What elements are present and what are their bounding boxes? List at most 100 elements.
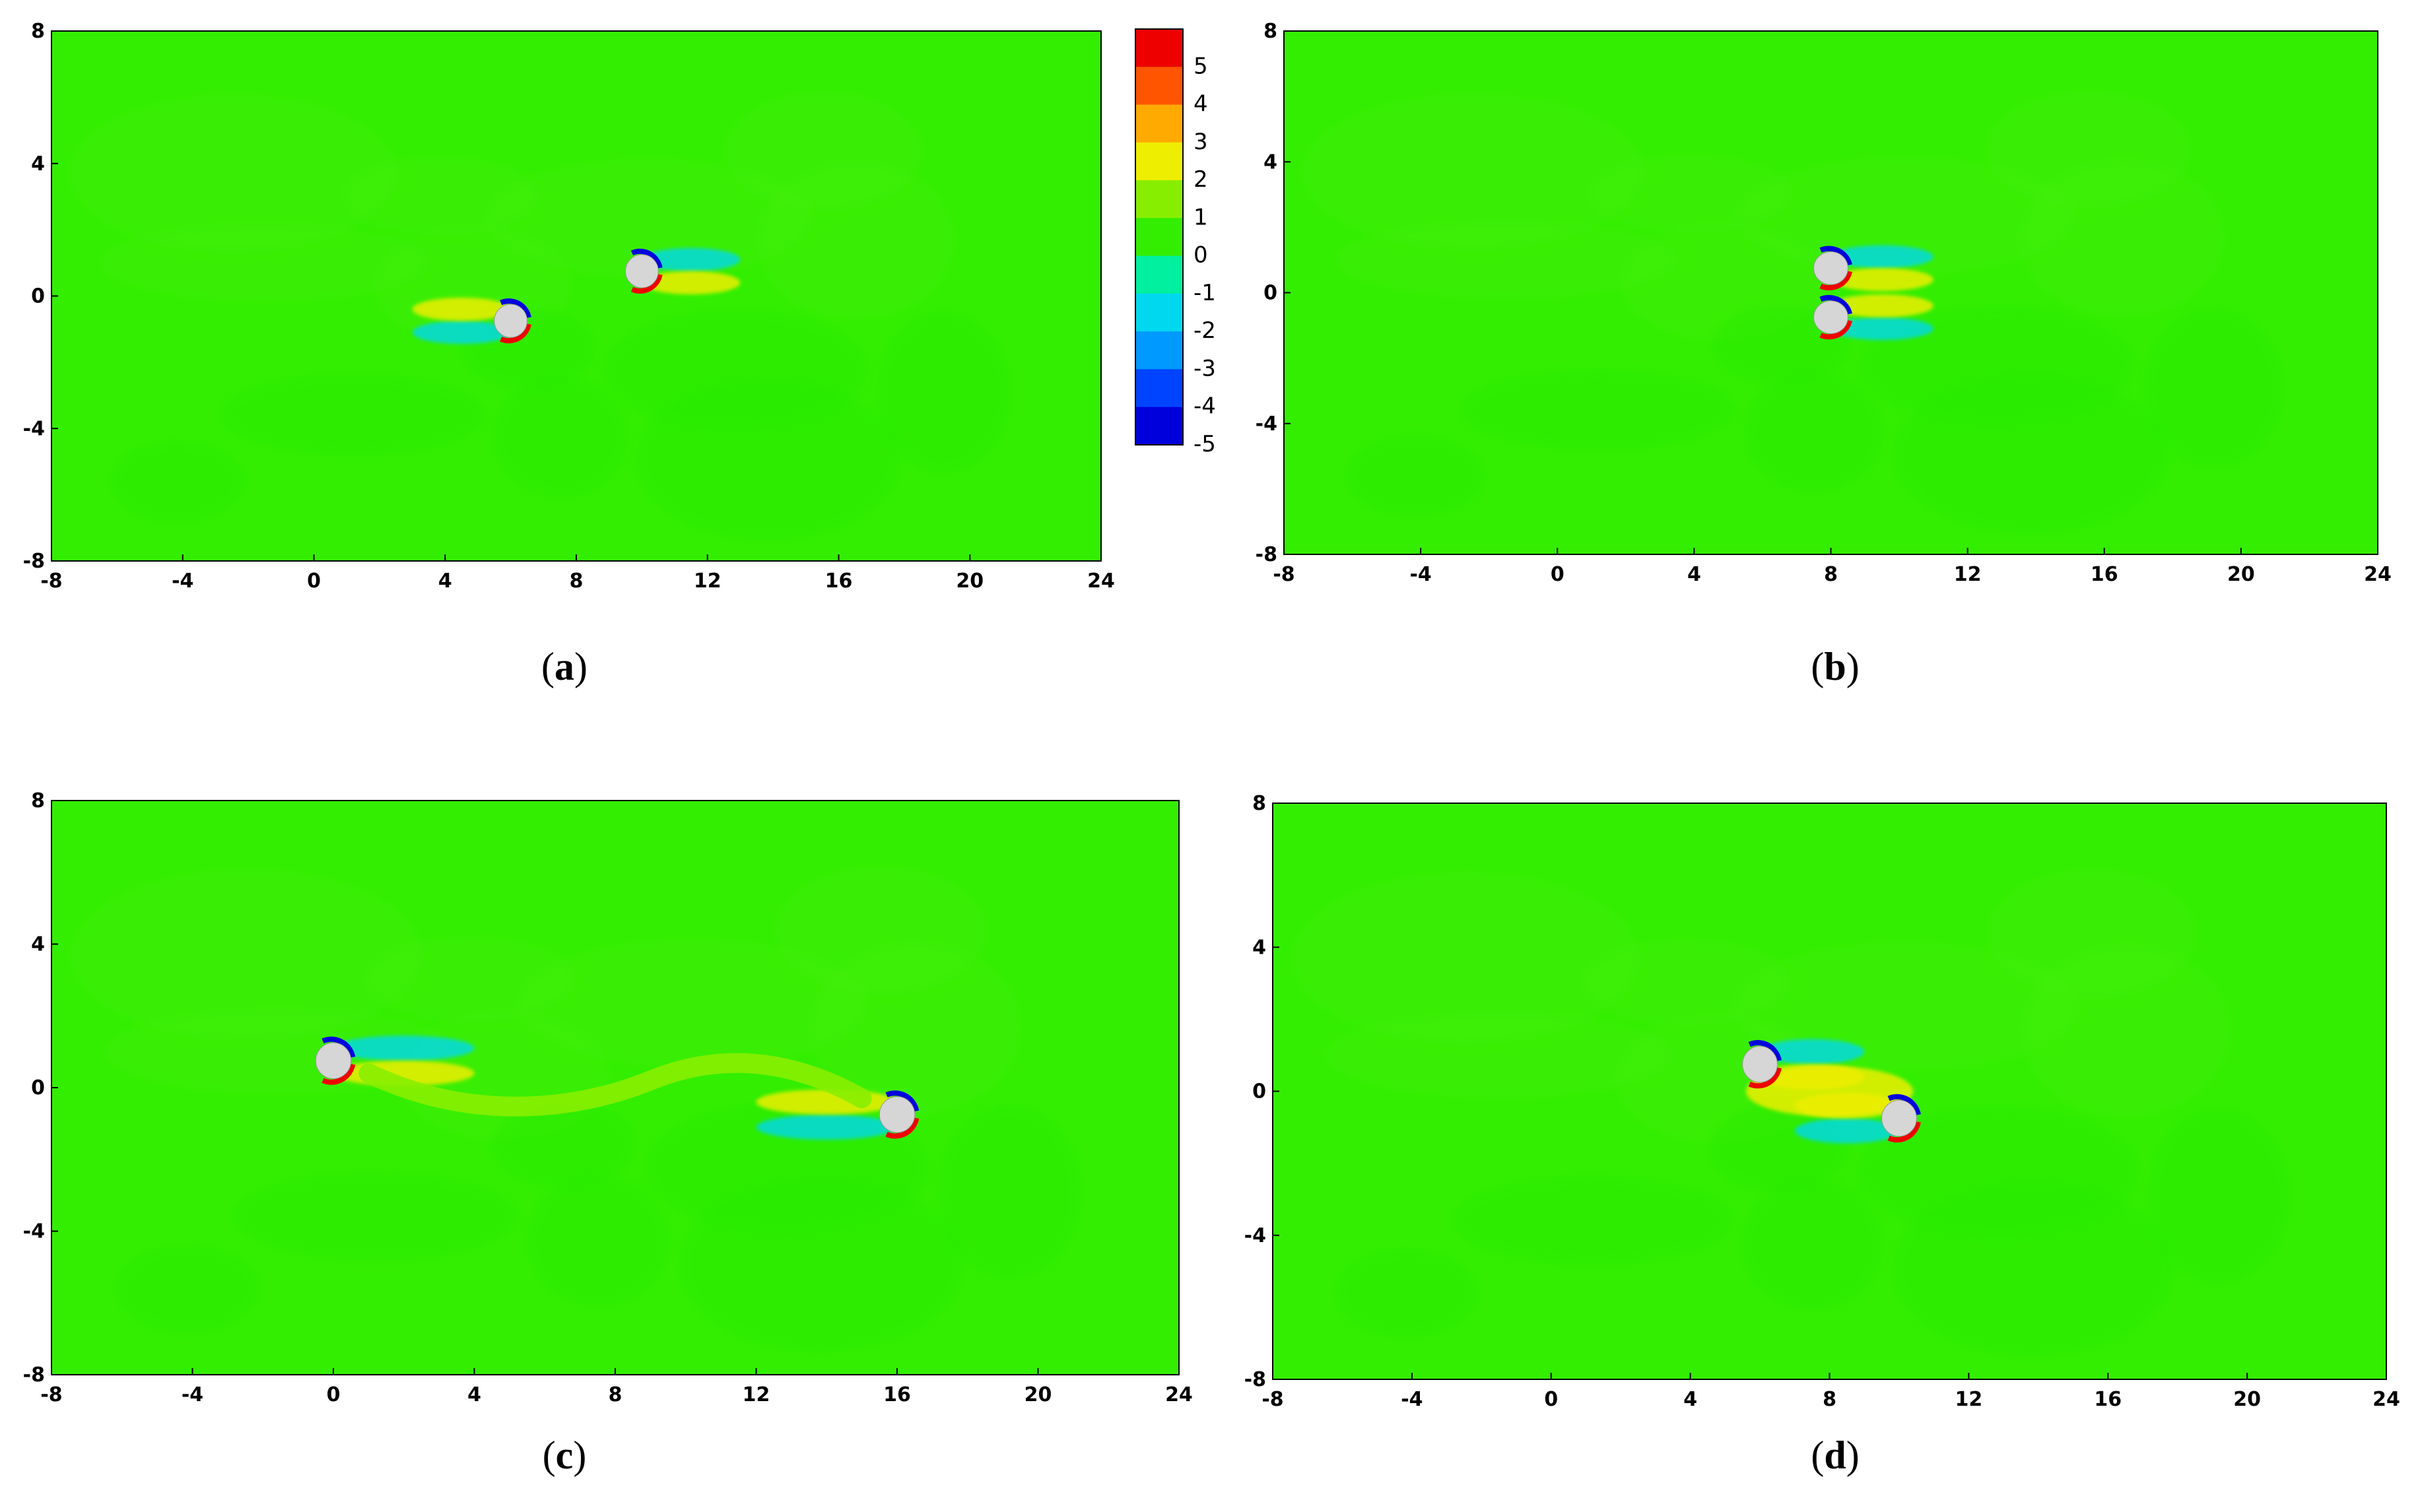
y-tick-label: 8 [1263, 20, 1277, 43]
y-tick-label: 4 [31, 933, 45, 956]
panel-letter: b [1824, 645, 1846, 688]
shear-layer-negative [1819, 246, 1852, 266]
colorbar-label: -5 [1193, 431, 1216, 457]
x-tick-label: 24 [2364, 563, 2392, 586]
colorbar-label: 2 [1193, 166, 1208, 193]
shear-layer-positive [500, 323, 531, 344]
vorticity-field [1291, 869, 2289, 1356]
colorbar-label: -2 [1193, 317, 1216, 344]
colorbar-swatch [1135, 67, 1183, 106]
shear-layer-negative [500, 298, 531, 319]
y-tick-label: -8 [23, 1364, 45, 1387]
x-tick-label: 12 [1954, 563, 1982, 586]
colorbar-swatch [1135, 180, 1183, 218]
y-tick-label: 4 [1252, 936, 1266, 959]
colorbar-swatch [1135, 29, 1183, 67]
x-tick-label: 12 [694, 570, 722, 593]
shear-layer-positive [885, 1117, 920, 1139]
y-tick-label: -8 [1256, 543, 1277, 566]
shear-layer-positive [321, 1063, 356, 1085]
x-tick-label: -8 [40, 570, 62, 593]
cylinder [625, 254, 659, 288]
panel-c: -8 -4 0 4 8 12 16 20 24 8 4 0 -4 -8 (c) [23, 789, 1193, 1477]
colorbar-swatch [1135, 218, 1183, 257]
cylinder [494, 304, 527, 338]
shear-layer-negative [1887, 1094, 1921, 1115]
panel-b: -8 -4 0 4 8 12 16 20 24 8 4 0 -4 -8 (b) [1256, 20, 2392, 688]
colorbar-label: 1 [1193, 204, 1208, 230]
panel-label: (d) [1811, 1433, 1859, 1477]
x-tick-label: 12 [743, 1383, 770, 1406]
panel-label: (a) [541, 645, 588, 688]
colorbar-label: -4 [1193, 393, 1216, 420]
colorbar-swatch [1135, 255, 1183, 294]
y-tick-label: 8 [1252, 792, 1266, 815]
shear-layer-positive [1819, 271, 1852, 291]
shear-layer-positive [630, 273, 663, 294]
cylinder [1813, 300, 1848, 334]
panel-a: -8 -4 0 4 8 12 16 20 24 8 4 0 -4 -8 (a) [23, 20, 1115, 688]
vorticity-field [69, 91, 1009, 539]
y-tick-label: 0 [1263, 282, 1277, 305]
y-tick-label: 0 [31, 1076, 45, 1100]
colorbar-label: 5 [1193, 53, 1208, 79]
x-tick-label: 12 [1955, 1388, 1983, 1411]
colorbar-frame [1135, 28, 1184, 445]
x-tick-label: -8 [40, 1383, 62, 1406]
y-tick-label: 0 [31, 285, 45, 308]
cylinder [1742, 1045, 1778, 1083]
shear-layer-negative [321, 1036, 356, 1058]
x-tick-label: 0 [1544, 1388, 1558, 1411]
x-tick-label: 4 [467, 1383, 481, 1406]
cylinder [1881, 1100, 1917, 1137]
shear-layer-positive [1887, 1121, 1921, 1143]
x-tick-label: 24 [1165, 1383, 1193, 1406]
x-tick-label: 16 [2091, 563, 2118, 586]
panel-letter: c [556, 1433, 574, 1477]
shear-layer-positive [1819, 319, 1852, 340]
panel-label: (c) [543, 1433, 587, 1477]
x-tick-label: 16 [2094, 1388, 2122, 1411]
y-tick-label: -4 [23, 417, 45, 440]
y-tick-label: -8 [1244, 1368, 1266, 1391]
panel-label: (b) [1811, 645, 1859, 688]
y-tick-label: -4 [1256, 412, 1277, 436]
colorbar-swatch [1135, 369, 1183, 408]
x-tick-label: 24 [1087, 570, 1115, 593]
colorbar-label: -3 [1193, 355, 1216, 381]
colorbar-label: 4 [1193, 91, 1208, 117]
x-tick-label: -4 [172, 570, 193, 593]
shear-layer-negative [885, 1090, 920, 1112]
y-tick-label: -8 [23, 550, 45, 573]
shear-layer-negative [1819, 294, 1852, 315]
shear-layer-negative [1748, 1039, 1782, 1062]
x-tick-label: 0 [327, 1383, 341, 1406]
x-tick-label: 20 [956, 570, 984, 593]
colorbar-label: 3 [1193, 129, 1208, 155]
x-tick-label: 20 [2233, 1388, 2261, 1411]
panel-letter: a [555, 645, 574, 688]
y-tick-label: 8 [31, 789, 45, 812]
colorbar: 5 4 3 2 1 0 -1 -2 -3 -4 -5 [1135, 28, 1216, 457]
shear-layer-positive [1748, 1067, 1782, 1089]
colorbar-swatch [1135, 407, 1183, 445]
x-tick-label: 4 [1687, 563, 1701, 586]
colorbar-swatch [1135, 293, 1183, 332]
vorticity-field [1302, 90, 2282, 533]
vorticity-field [70, 866, 1080, 1351]
x-tick-label: 16 [825, 570, 853, 593]
colorbar-label: 0 [1193, 242, 1208, 269]
y-tick-label: 0 [1252, 1080, 1266, 1103]
y-tick-label: 4 [1263, 150, 1277, 174]
y-tick-label: 8 [31, 20, 45, 43]
x-tick-label: 4 [1683, 1388, 1697, 1411]
x-tick-label: 8 [609, 1383, 622, 1406]
colorbar-swatch [1135, 331, 1183, 370]
panel-letter: d [1824, 1433, 1846, 1477]
x-tick-label: -4 [182, 1383, 203, 1406]
colorbar-label: -1 [1193, 280, 1216, 306]
cylinder [1813, 251, 1848, 285]
x-tick-label: -8 [1261, 1388, 1283, 1411]
cylinder [315, 1042, 352, 1079]
